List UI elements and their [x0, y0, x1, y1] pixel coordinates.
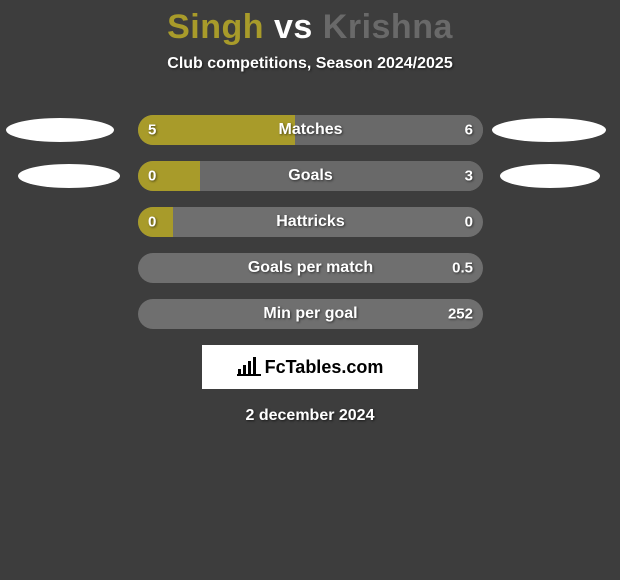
page-title: Singh vs Krishna: [0, 0, 620, 47]
attribution-logo: FcTables.com: [202, 345, 418, 389]
stat-row: 56Matches: [0, 115, 620, 145]
stat-bar: 03Goals: [138, 161, 483, 191]
decor-ellipse-left: [18, 164, 120, 188]
stat-label: Goals per match: [138, 259, 483, 277]
stat-bar: 252Min per goal: [138, 299, 483, 329]
stat-value-right: 3: [465, 168, 473, 185]
stat-bar: 56Matches: [138, 115, 483, 145]
title-vs: vs: [264, 8, 323, 46]
stat-value-right: 252: [448, 306, 473, 323]
stat-row: 0.5Goals per match: [0, 253, 620, 283]
stat-row: 252Min per goal: [0, 299, 620, 329]
bar-left-fill: [138, 115, 295, 145]
comparison-infographic: Singh vs Krishna Club competitions, Seas…: [0, 0, 620, 580]
bars-icon: [237, 357, 261, 377]
stat-label: Hattricks: [138, 213, 483, 231]
stat-bar: 0 0Hattricks: [138, 207, 483, 237]
stat-row: 03Goals: [0, 161, 620, 191]
title-player2: Krishna: [323, 8, 453, 46]
logo-text: FcTables.com: [237, 357, 384, 378]
decor-ellipse-right: [492, 118, 606, 142]
bar-right-fill: [295, 115, 483, 145]
stat-value-left: 5: [148, 122, 156, 139]
stat-value-right: 6: [465, 122, 473, 139]
decor-ellipse-right: [500, 164, 600, 188]
decor-ellipse-left: [6, 118, 114, 142]
bar-right-fill: [200, 161, 483, 191]
stat-label: Min per goal: [138, 305, 483, 323]
logo-label: FcTables.com: [265, 357, 384, 378]
subtitle: Club competitions, Season 2024/2025: [0, 55, 620, 73]
date-label: 2 december 2024: [0, 407, 620, 425]
stat-value-left: 0: [148, 168, 156, 185]
stat-value-right: 0: [465, 214, 473, 231]
title-player1: Singh: [167, 8, 264, 46]
stat-bar: 0.5Goals per match: [138, 253, 483, 283]
stat-row: 0 0Hattricks: [0, 207, 620, 237]
stat-value-left: 0: [148, 214, 156, 231]
stat-rows: 56Matches03Goals00Hattricks0.5Goals per …: [0, 115, 620, 329]
stat-value-right: 0.5: [452, 260, 473, 277]
